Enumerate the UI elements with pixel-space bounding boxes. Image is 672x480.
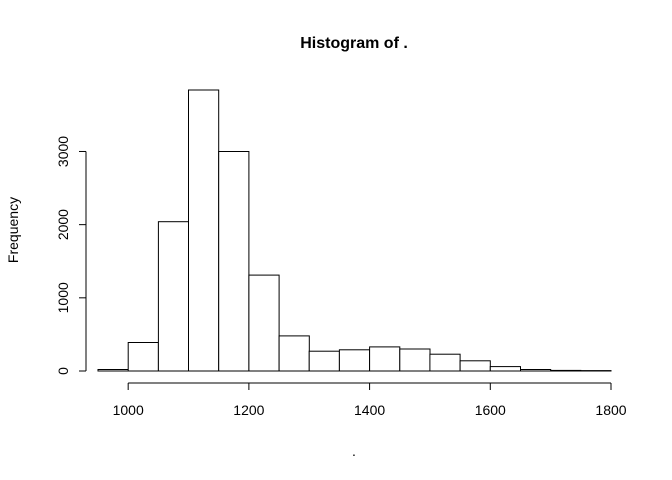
histogram-bar: [248, 274, 280, 372]
histogram-bar: [369, 346, 401, 372]
x-tick-label: 1600: [475, 402, 506, 418]
histogram-bar: [550, 369, 582, 372]
histogram-bar: [429, 353, 461, 372]
histogram-bar: [188, 89, 220, 372]
x-tick-label: 1400: [354, 402, 385, 418]
x-tick-label: 1000: [113, 402, 144, 418]
y-axis-label: Frequency: [5, 197, 21, 263]
bars-group: [97, 89, 612, 372]
histogram-bar: [218, 151, 250, 372]
chart-title: Histogram of .: [300, 35, 408, 52]
y-tick-label: 2000: [55, 209, 71, 240]
x-axis-label: .: [352, 443, 356, 459]
y-axis: 0 1000 2000 3000: [55, 136, 87, 375]
histogram-bar: [338, 349, 371, 372]
y-tick-label: 0: [55, 367, 71, 375]
x-axis: 1000 1200 1400 1600 1800: [113, 382, 627, 418]
x-tick-label: 1800: [595, 402, 626, 418]
x-tick-label: 1200: [233, 402, 264, 418]
histogram-bar: [127, 342, 159, 372]
histogram-bar: [157, 221, 190, 372]
y-tick-label: 1000: [55, 282, 71, 313]
histogram-bar: [97, 369, 129, 372]
y-tick-label: 3000: [55, 136, 71, 167]
histogram-bar: [308, 350, 340, 372]
histogram-bar: [278, 335, 310, 372]
histogram-bar: [520, 369, 552, 372]
histogram-bar: [489, 366, 521, 372]
histogram-bar: [459, 360, 491, 372]
histogram-bar: [399, 348, 431, 372]
